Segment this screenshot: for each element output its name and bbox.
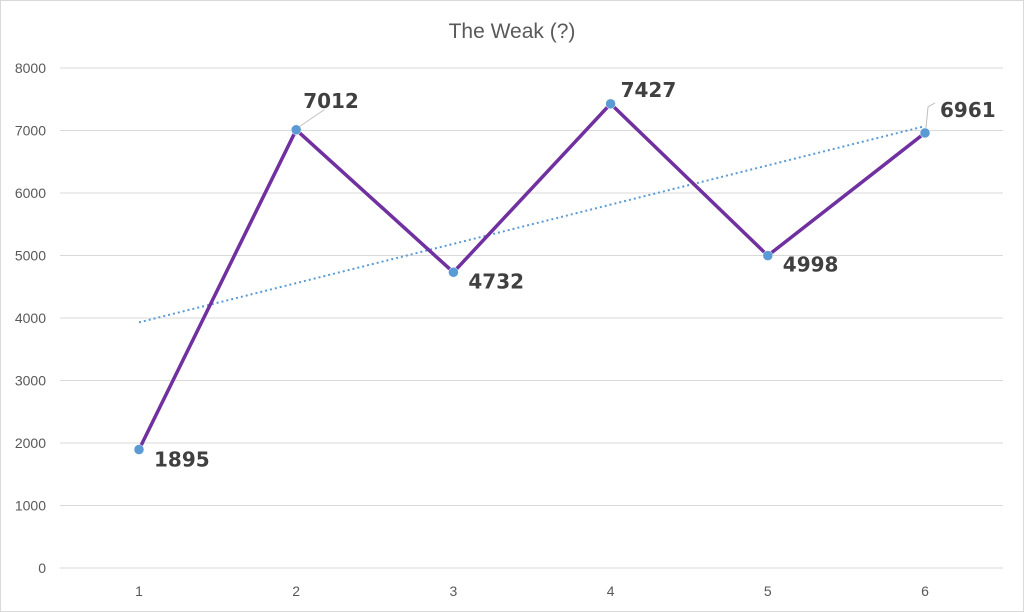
markers-group [133,98,931,455]
trendline-group [138,125,926,324]
data-label: 4998 [783,253,839,277]
y-tick-label: 0 [38,560,46,576]
x-tick-label: 5 [764,583,772,599]
y-tick-label: 7000 [15,123,46,139]
x-tick-label: 6 [921,583,929,599]
y-tick-label: 5000 [15,248,46,264]
series-group [137,101,927,451]
data-label: 4732 [468,269,524,293]
y-tick-label: 1000 [15,498,46,514]
x-axis-ticks: 1 2 3 4 5 6 [135,583,929,599]
data-point-marker [448,267,459,278]
y-tick-label: 6000 [15,185,46,201]
series-line [137,101,927,451]
data-point-marker [762,250,774,261]
data-point-marker [290,124,302,135]
data-label: 7427 [621,78,677,102]
data-label: 6961 [940,98,996,122]
x-tick-label: 1 [135,583,143,599]
data-label: 1895 [154,448,210,472]
leader-line [925,102,936,128]
chart-title: The Weak (?) [449,20,576,43]
y-tick-label: 8000 [15,60,46,76]
data-label: 7012 [303,89,359,113]
data-labels-group: 1895 7012 4732 7427 4998 6961 [154,78,996,472]
y-tick-label: 4000 [15,310,46,326]
data-point-marker [605,98,616,110]
gridlines [60,67,1003,569]
data-point-marker [133,444,145,455]
data-point-marker [919,127,931,139]
y-tick-label: 3000 [15,373,46,389]
x-tick-label: 3 [450,583,458,599]
y-axis-ticks: 0 1000 2000 3000 4000 5000 6000 7000 8000 [15,60,46,576]
x-tick-label: 2 [292,583,300,599]
x-tick-label: 4 [607,583,615,599]
y-tick-label: 2000 [15,435,46,451]
linear-trendline [138,125,926,324]
leader-line [298,109,325,128]
